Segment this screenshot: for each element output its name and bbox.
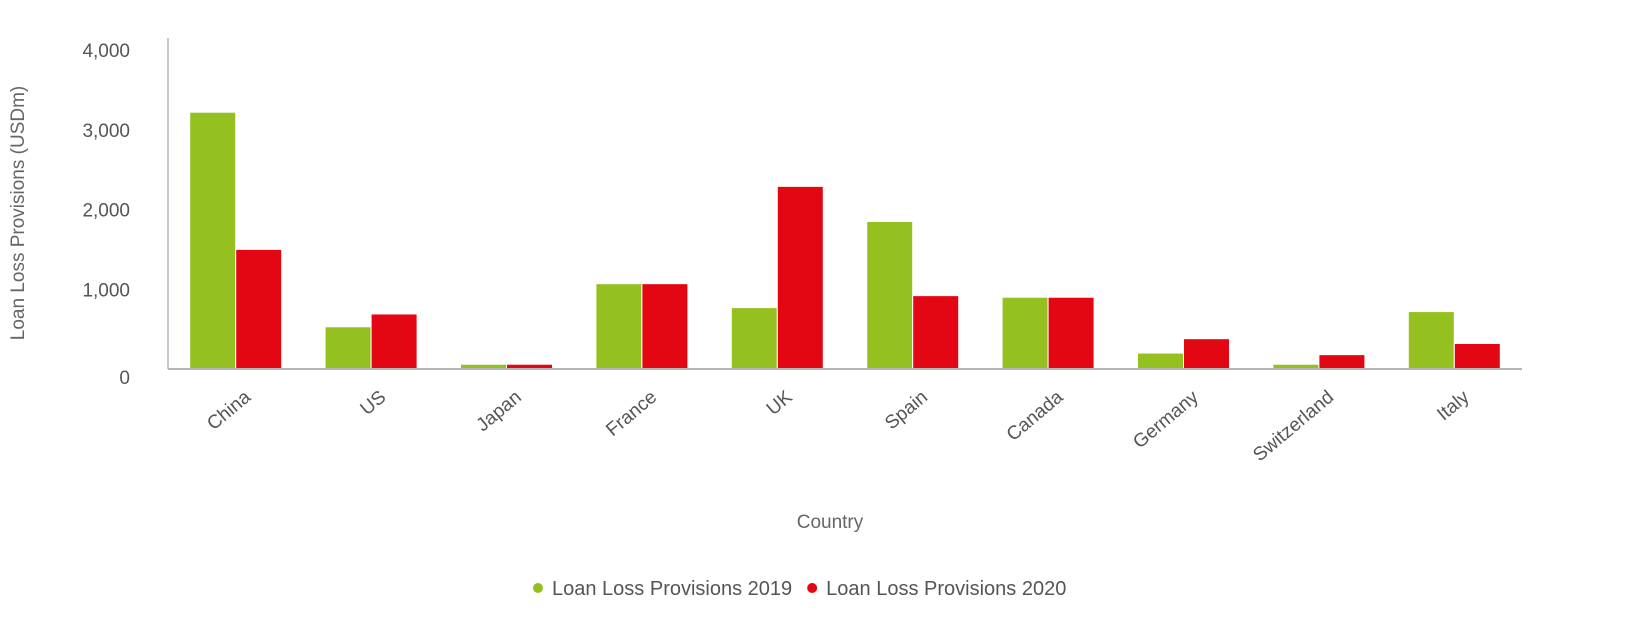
y-axis-ticks: 0 1,000 2,000 3,000 4,000	[82, 41, 130, 389]
x-tick-label-canada: Canada	[1003, 386, 1068, 445]
legend: Loan Loss Provisions 2019 Loan Loss Provi…	[533, 578, 1066, 600]
bar-uk-series-2	[776, 185, 824, 370]
y-axis-title: Loan Loss Provisions (USDm)	[8, 86, 29, 340]
bar-canada-series-2	[1047, 296, 1095, 370]
x-tick-label-switzerland: Switzerland	[1249, 387, 1338, 466]
bar-us-series-2	[370, 313, 418, 370]
bar-uk-series-1	[730, 307, 778, 370]
x-tick-label-france: France	[602, 387, 661, 441]
bars	[189, 111, 1501, 370]
legend-marker-series-2	[807, 583, 818, 593]
x-tick-label-germany: Germany	[1129, 386, 1203, 453]
bar-italy-series-2	[1453, 342, 1501, 370]
bar-spain-series-1	[866, 220, 914, 370]
bar-france-series-1	[595, 283, 643, 370]
bar-us-series-1	[324, 326, 372, 370]
x-tick-label-us: US	[357, 387, 391, 420]
x-tick-label-italy: Italy	[1433, 386, 1474, 425]
x-tick-label-uk: UK	[763, 387, 797, 420]
x-tick-label-spain: Spain	[881, 387, 932, 434]
bar-canada-series-1	[1001, 296, 1049, 370]
bar-china-series-2	[235, 248, 283, 370]
bar-italy-series-1	[1407, 311, 1455, 370]
bar-germany-series-2	[1183, 338, 1230, 370]
y-tick-label: 4,000	[82, 41, 130, 62]
bar-germany-series-1	[1137, 352, 1184, 370]
legend-label-series-2: Loan Loss Provisions 2020	[826, 578, 1066, 600]
x-axis-title: Country	[797, 512, 864, 533]
y-tick-label: 3,000	[82, 121, 130, 142]
y-tick-label: 0	[119, 368, 130, 389]
y-tick-label: 2,000	[82, 201, 130, 222]
bar-china-series-1	[189, 111, 237, 370]
bar-switzerland-series-2	[1318, 354, 1366, 370]
bar-spain-series-2	[912, 295, 960, 370]
x-axis-ticks: China US Japan France UK Spain Canada Germany Sw…	[203, 386, 1474, 466]
bar-france-series-2	[641, 283, 689, 370]
x-tick-label-china: China	[203, 386, 255, 434]
legend-label-series-1: Loan Loss Provisions 2019	[552, 578, 792, 600]
legend-marker-series-1	[533, 583, 543, 593]
y-tick-label: 1,000	[82, 280, 130, 301]
x-tick-label-japan: Japan	[473, 387, 526, 436]
